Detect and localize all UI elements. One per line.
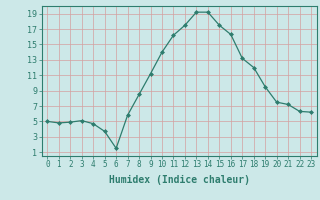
X-axis label: Humidex (Indice chaleur): Humidex (Indice chaleur) <box>109 175 250 185</box>
